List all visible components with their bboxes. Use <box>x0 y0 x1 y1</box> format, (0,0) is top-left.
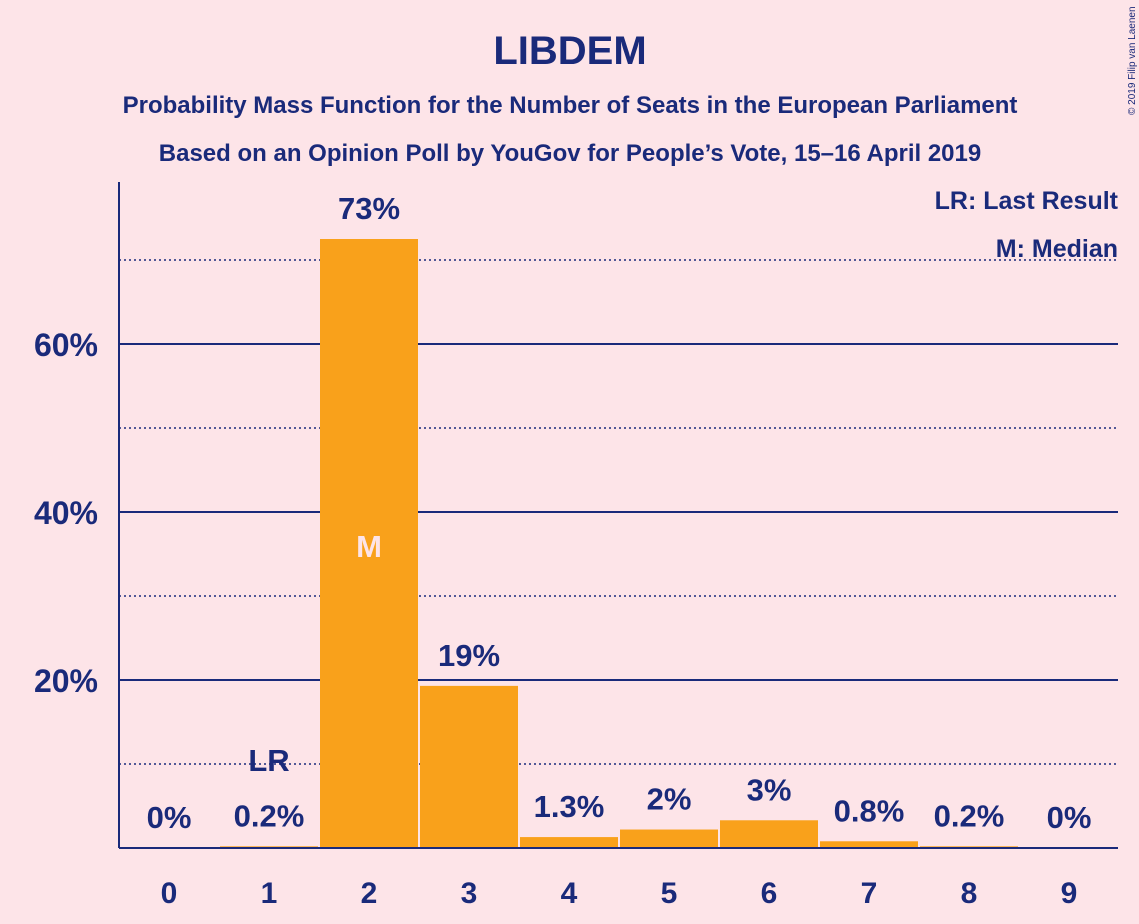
bar-value-label: 0.8% <box>834 793 905 828</box>
y-tick-label: 20% <box>34 663 98 699</box>
bar-2 <box>320 239 418 848</box>
last-result-marker: LR <box>248 743 289 778</box>
bar-value-label: 73% <box>338 191 400 226</box>
y-tick-label: 60% <box>34 327 98 363</box>
bar-value-label: 3% <box>747 772 792 807</box>
copyright-note: © 2019 Filip van Laenen <box>1127 6 1138 115</box>
bar-value-label: 0.2% <box>934 798 1005 833</box>
axes: 20% 40% 60% 0 1 2 3 4 5 6 7 8 9 <box>34 182 1118 910</box>
x-tick-label: 2 <box>361 877 378 910</box>
x-tick-label: 4 <box>561 877 578 910</box>
bar-value-label: 0% <box>1047 800 1092 835</box>
bar-7 <box>820 841 918 848</box>
bar-value-label: 0% <box>147 800 192 835</box>
legend-last-result: LR: Last Result <box>935 187 1119 215</box>
y-tick-label: 40% <box>34 495 98 531</box>
x-tick-label: 3 <box>461 877 478 910</box>
x-tick-label: 5 <box>661 877 678 910</box>
bar-5 <box>620 829 718 848</box>
x-tick-label: 0 <box>161 877 178 910</box>
bar-3 <box>420 685 518 848</box>
chart-title: LIBDEM <box>493 29 646 73</box>
bar-value-label: 19% <box>438 638 500 673</box>
bar-4 <box>520 837 618 848</box>
bars <box>220 239 1018 848</box>
chart-subtitle-line-2: Based on an Opinion Poll by YouGov for P… <box>159 140 981 167</box>
bar-value-label: 1.3% <box>534 789 605 824</box>
bar-6 <box>720 820 818 848</box>
x-tick-label: 6 <box>761 877 778 910</box>
x-tick-label: 9 <box>1061 877 1078 910</box>
bar-value-label: 0.2% <box>234 798 305 833</box>
x-tick-label: 7 <box>861 877 878 910</box>
median-marker: M <box>356 529 382 564</box>
bar-value-label: 2% <box>647 782 692 817</box>
x-tick-label: 8 <box>961 877 978 910</box>
chart-subtitle-line-1: Probability Mass Function for the Number… <box>123 92 1018 119</box>
data-labels: 0% 0.2% 73% 19% 1.3% 2% 3% 0.8% 0.2% 0% LR M <box>147 191 1092 835</box>
gridlines <box>119 259 1118 765</box>
x-tick-label: 1 <box>261 877 278 910</box>
legend-median: M: Median <box>996 235 1118 263</box>
